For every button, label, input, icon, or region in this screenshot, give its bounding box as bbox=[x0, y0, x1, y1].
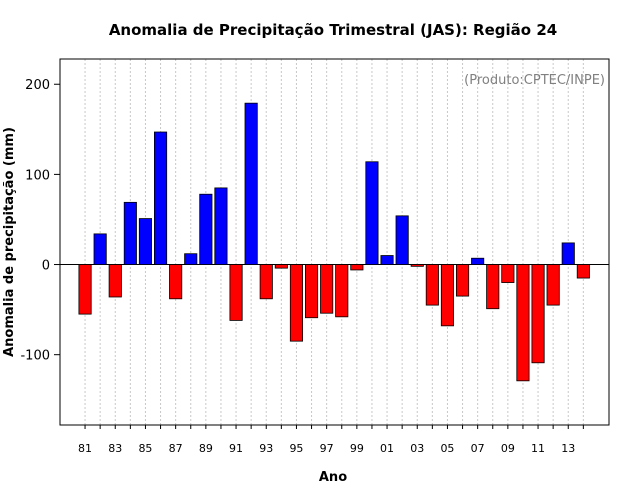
bar-14 bbox=[576, 264, 590, 279]
grid-lines bbox=[84, 59, 584, 425]
x-axis-label: Ano bbox=[319, 470, 347, 485]
x-tick-label-95: 95 bbox=[289, 442, 303, 455]
bar-92 bbox=[244, 102, 258, 265]
chart-title: Anomalia de Precipitação Trimestral (JAS… bbox=[109, 21, 557, 39]
bar-89 bbox=[199, 193, 213, 265]
bar-11 bbox=[531, 264, 545, 364]
bar-07 bbox=[471, 257, 485, 265]
x-tick-label-07: 07 bbox=[471, 442, 485, 455]
bar-05 bbox=[440, 264, 454, 327]
x-tick-label-11: 11 bbox=[531, 442, 545, 455]
x-tick-label-83: 83 bbox=[108, 442, 122, 455]
x-tick-label-09: 09 bbox=[501, 442, 515, 455]
bar-83 bbox=[108, 264, 122, 298]
y-tick-label-200: 200 bbox=[25, 78, 50, 93]
x-tick-label-89: 89 bbox=[199, 442, 213, 455]
bar-08 bbox=[486, 264, 500, 310]
source-annotation: (Produto:CPTEC/INPE) bbox=[464, 73, 605, 88]
bar-03 bbox=[410, 264, 424, 267]
bar-85 bbox=[138, 218, 153, 265]
x-tick-label-91: 91 bbox=[229, 442, 243, 455]
x-tick-label-99: 99 bbox=[350, 442, 364, 455]
bar-91 bbox=[229, 264, 243, 321]
bars bbox=[78, 102, 590, 382]
bar-06 bbox=[455, 264, 470, 297]
bar-96 bbox=[304, 264, 319, 319]
x-tick-label-97: 97 bbox=[320, 442, 334, 455]
bar-98 bbox=[335, 264, 349, 318]
bar-97 bbox=[320, 264, 334, 314]
y-tick-label--100: -100 bbox=[20, 349, 50, 364]
plot-frame bbox=[59, 58, 610, 426]
bar-00 bbox=[365, 161, 379, 265]
x-axis: 81 83 85 87 89 91 93 95 97 99 01 03 05 07 09 11 13 bbox=[78, 425, 584, 455]
bar-88 bbox=[184, 253, 198, 265]
bar-13 bbox=[561, 242, 575, 265]
x-tick-label-01: 01 bbox=[380, 442, 394, 455]
y-axis: -100 0 100 200 bbox=[20, 78, 60, 364]
bar-95 bbox=[289, 264, 303, 342]
y-axis-label: Anomalia de precipitação (mm) bbox=[2, 127, 17, 357]
bar-87 bbox=[169, 264, 183, 300]
x-tick-label-87: 87 bbox=[169, 442, 183, 455]
bar-01 bbox=[380, 255, 394, 265]
bar-99 bbox=[350, 264, 364, 271]
bar-12 bbox=[546, 264, 560, 306]
bar-86 bbox=[153, 131, 168, 265]
x-tick-label-93: 93 bbox=[259, 442, 273, 455]
x-tick-label-81: 81 bbox=[78, 442, 92, 455]
bar-10 bbox=[516, 264, 530, 382]
x-tick-label-05: 05 bbox=[440, 442, 454, 455]
x-tick-label-85: 85 bbox=[138, 442, 152, 455]
bar-82 bbox=[93, 233, 107, 265]
bar-93 bbox=[259, 264, 273, 300]
bar-02 bbox=[395, 215, 409, 265]
y-tick-label-0: 0 bbox=[42, 259, 50, 274]
bar-09 bbox=[501, 264, 515, 283]
bar-90 bbox=[214, 187, 228, 265]
bar-84 bbox=[123, 201, 137, 265]
x-tick-label-13: 13 bbox=[561, 442, 575, 455]
x-tick-label-03: 03 bbox=[410, 442, 424, 455]
bar-04 bbox=[425, 264, 439, 306]
bar-81 bbox=[78, 264, 92, 315]
y-tick-label-100: 100 bbox=[25, 168, 50, 183]
bar-94 bbox=[274, 264, 288, 269]
